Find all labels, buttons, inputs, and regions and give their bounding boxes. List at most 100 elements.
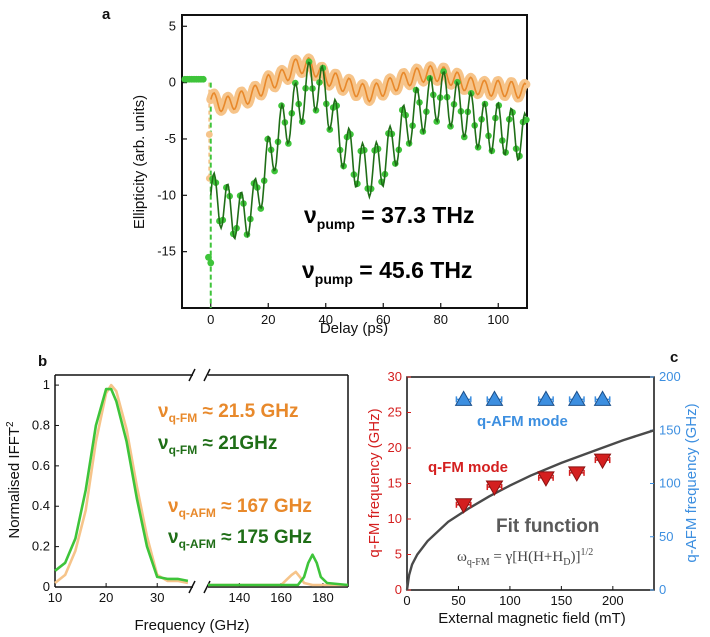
panel-b-ytick-label: 1 bbox=[43, 377, 50, 392]
panel-b-series bbox=[54, 383, 349, 587]
panel-a-ytick-label: -10 bbox=[157, 187, 176, 202]
legend-qafm-mode: q-AFM mode bbox=[477, 413, 568, 430]
panel-a-ytick-label: 5 bbox=[169, 18, 176, 33]
legend-qfm-mode: q-FM mode bbox=[428, 459, 508, 476]
panel-a-xlabel: Delay (ps) bbox=[320, 320, 388, 337]
panel-c-xtick-label: 50 bbox=[451, 593, 465, 608]
series-point-1 bbox=[271, 167, 278, 175]
pre-zero-point bbox=[199, 75, 207, 83]
series-line-0 bbox=[210, 56, 527, 113]
green-drop-point bbox=[207, 259, 215, 267]
annot-qfm-orange-sub: q-FM bbox=[169, 411, 198, 425]
spectrum-line-1-1 bbox=[208, 553, 349, 587]
fit-formula-rest: = γ[H(H+H bbox=[490, 549, 564, 565]
fit-formula: ωq-FM = γ[H(H+HD)]1/2 bbox=[457, 547, 593, 568]
panel-c-ytick-left-label: 20 bbox=[388, 440, 402, 455]
panel-b-ytick-label: 0.2 bbox=[32, 539, 50, 554]
panel-a-ytick-label: 0 bbox=[169, 75, 176, 90]
panel-b-frame bbox=[54, 368, 349, 594]
panel-c-label: c bbox=[670, 349, 678, 366]
panel-c-ytick-right-label: 100 bbox=[659, 476, 681, 491]
annot-qafm-green: νq-AFM ≈ 175 GHz bbox=[168, 527, 312, 551]
panel-c-ytick-right-label: 200 bbox=[659, 369, 681, 384]
qafm-point bbox=[485, 390, 504, 406]
axis-break-mark bbox=[203, 580, 211, 594]
legend-45-6-sub: pump bbox=[315, 271, 353, 287]
annot-qafm-green-nu: ν bbox=[168, 527, 179, 548]
annot-qfm-green-nu: ν bbox=[158, 433, 169, 454]
series-line-1 bbox=[210, 61, 527, 241]
qfm-point bbox=[567, 466, 586, 482]
panel-a-xtick-label: 0 bbox=[207, 312, 214, 327]
panel-b-xlabel: Frequency (GHz) bbox=[134, 617, 249, 634]
series-band-0 bbox=[206, 53, 531, 116]
qfm-point bbox=[485, 480, 504, 497]
panel-c-xlabel: External magnetic field (mT) bbox=[438, 610, 626, 627]
axis-break-mark bbox=[188, 368, 196, 382]
panel-c-xtick-label: 150 bbox=[551, 593, 573, 608]
legend-45-6: νpump = 45.6 THz bbox=[302, 257, 472, 287]
spectrum-line-1-0 bbox=[54, 387, 189, 583]
panel-c-xtick-label: 0 bbox=[403, 593, 410, 608]
panel-c-ticks: 0 50 100 150 200 0 5 10 15 20 25 30 0 50 100 150 200 bbox=[388, 369, 681, 608]
fit-formula-sup: 1/2 bbox=[580, 547, 593, 558]
legend-45-6-nu: ν bbox=[302, 257, 315, 283]
fit-formula-tail: )] bbox=[570, 549, 580, 565]
panel-b-ytick-label: 0.8 bbox=[32, 417, 50, 432]
panel-c-ytick-left-label: 0 bbox=[395, 582, 402, 597]
legend-37-3: νpump = 37.3 THz bbox=[304, 202, 474, 232]
annot-qafm-orange-rest: ≈ 167 GHz bbox=[216, 496, 312, 517]
annot-qafm-green-rest: ≈ 175 GHz bbox=[216, 527, 312, 548]
annot-qafm-green-sub: q-AFM bbox=[179, 537, 216, 551]
series-point-1 bbox=[523, 116, 530, 124]
fit-formula-sub: q-FM bbox=[467, 557, 490, 568]
panel-b: b 10 20 30 140 160 180 0 0.2 0.4 0.6 0.8 1 Frequenc… bbox=[5, 353, 349, 634]
panel-a-xtick-label: 80 bbox=[434, 312, 448, 327]
panel-a-label: a bbox=[102, 6, 111, 23]
green-drop-point bbox=[205, 253, 212, 261]
panel-c-ylabel-right: q-AFM frequency (GHz) bbox=[683, 403, 700, 562]
panel-a-series bbox=[181, 53, 531, 308]
panel-b-ytick-label: 0.6 bbox=[32, 458, 50, 473]
panel-b-xtick-label: 30 bbox=[150, 590, 164, 605]
panel-a-xtick-label: 60 bbox=[376, 312, 390, 327]
fit-curve bbox=[405, 429, 655, 591]
panel-b-xtick-label: 10 bbox=[48, 590, 62, 605]
panel-c-ytick-left-label: 5 bbox=[395, 547, 402, 562]
panel-b-ylabel-sup: 2 bbox=[5, 421, 16, 427]
panel-b-ytick-label: 0.4 bbox=[32, 498, 50, 513]
fit-formula-omega: ω bbox=[457, 549, 467, 565]
qafm-point bbox=[454, 390, 473, 406]
annot-qfm-orange-rest: ≈ 21.5 GHz bbox=[197, 401, 298, 422]
panel-a-ticks: 0 20 40 60 80 100 5 0 -5 -10 -15 bbox=[157, 18, 509, 327]
legend-45-6-rest: = 45.6 THz bbox=[353, 257, 473, 283]
axis-break-mark bbox=[188, 580, 196, 594]
panel-b-label: b bbox=[38, 353, 47, 370]
fit-formula-sub2: D bbox=[563, 557, 570, 568]
panel-a-frame bbox=[181, 14, 528, 309]
panel-c-ytick-left-label: 30 bbox=[388, 369, 402, 384]
panel-a-xtick-label: 40 bbox=[319, 312, 333, 327]
panel-a-ytick-label: -5 bbox=[164, 131, 176, 146]
panel-b-ylabel: Normalised IFFT2 bbox=[5, 421, 23, 539]
panel-b-xtick-label: 20 bbox=[99, 590, 113, 605]
panel-a-xtick-label: 100 bbox=[487, 312, 509, 327]
panel-a-xtick-label: 20 bbox=[261, 312, 275, 327]
panel-b-xtick-label: 180 bbox=[312, 590, 334, 605]
panel-c-ytick-left-label: 25 bbox=[388, 405, 402, 420]
panel-c-series bbox=[405, 390, 655, 591]
legend-37-3-sub: pump bbox=[317, 216, 355, 232]
spectrum-line-0-1 bbox=[208, 570, 348, 587]
qafm-point bbox=[537, 390, 555, 406]
panel-b-ytick-label: 0 bbox=[43, 579, 50, 594]
qfm-point bbox=[454, 498, 473, 514]
panel-a: a 0 20 40 60 80 100 5 0 -5 -10 -15 Delay (ps) Elli… bbox=[102, 6, 531, 337]
panel-c-xtick-label: 200 bbox=[602, 593, 624, 608]
panel-b-ticks: 10 20 30 140 160 180 0 0.2 0.4 0.6 0.8 1 bbox=[32, 377, 334, 605]
annot-qfm-orange-nu: ν bbox=[158, 401, 169, 422]
series-point-1 bbox=[305, 58, 313, 66]
panel-a-ytick-label: -15 bbox=[157, 244, 176, 259]
annot-qafm-orange-sub: q-AFM bbox=[179, 506, 216, 520]
annot-qfm-green-sub: q-FM bbox=[169, 443, 198, 457]
